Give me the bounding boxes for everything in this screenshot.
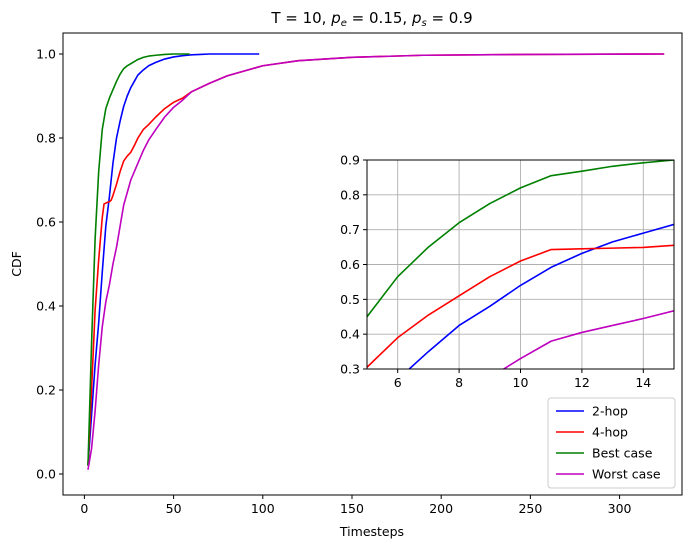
inset-y-tick-label: 0.7 — [340, 222, 360, 237]
inset-series-line-4-hop — [367, 244, 674, 368]
inset-series-line-worst-case — [502, 310, 674, 369]
inset-x-tick-label: 12 — [574, 375, 590, 390]
y-tick-label: 1.0 — [36, 47, 56, 62]
x-axis-label: Timesteps — [339, 524, 404, 539]
inset-x-tick-label: 10 — [513, 375, 529, 390]
main-ticks: 0 50 100 150 200 250 300 0.0 0.2 0.4 0.6 0.8 1.0 — [36, 47, 631, 517]
inset-y-tick-label: 0.6 — [340, 257, 360, 272]
inset-x-tick-label: 6 — [394, 375, 402, 390]
inset-y-tick-label: 0.4 — [340, 327, 360, 342]
inset-ticks: 6 8 10 12 14 0.3 0.4 0.5 0.6 0.7 0.8 0.9 — [340, 153, 651, 391]
legend-label-best-case: Best case — [592, 446, 653, 461]
main-plot-frame — [62, 32, 683, 496]
legend-items: 2-hop 4-hop Best case Worst case — [556, 404, 661, 482]
inset-series-line-2-hop — [408, 223, 674, 369]
x-tick-label: 200 — [429, 501, 453, 516]
inset-series-line-best-case — [367, 160, 674, 318]
series-line-best-case — [87, 53, 190, 466]
x-tick-label: 50 — [166, 501, 182, 516]
y-tick-label: 0.8 — [36, 131, 56, 146]
x-tick-label: 250 — [518, 501, 542, 516]
y-tick-label: 0.0 — [36, 467, 56, 482]
main-series-lines — [87, 53, 665, 470]
legend-label-4-hop: 4-hop — [592, 425, 628, 440]
x-tick-label: 0 — [80, 501, 88, 516]
y-axis-label: CDF — [9, 251, 24, 277]
inset-plot-area: 6 8 10 12 14 0.3 0.4 0.5 0.6 0.7 0.8 0.9 — [340, 153, 675, 391]
y-tick-label: 0.2 — [36, 383, 56, 398]
chart-title: T = 10, pe = 0.15, ps = 0.9 — [270, 9, 472, 29]
inset-y-tick-label: 0.9 — [340, 153, 360, 168]
series-line-2-hop — [87, 53, 260, 466]
y-tick-label: 0.6 — [36, 215, 56, 230]
legend-box — [547, 397, 676, 489]
legend-label-worst-case: Worst case — [592, 467, 661, 482]
x-tick-label: 300 — [608, 501, 632, 516]
y-tick-label: 0.4 — [36, 299, 56, 314]
inset-y-tick-label: 0.5 — [340, 292, 360, 307]
inset-x-tick-label: 8 — [455, 375, 463, 390]
inset-series-lines — [367, 160, 674, 369]
inset-plot-frame — [366, 159, 675, 370]
series-line-worst-case — [87, 53, 665, 470]
inset-y-tick-label: 0.8 — [340, 187, 360, 202]
x-tick-label: 100 — [251, 501, 275, 516]
x-tick-label: 150 — [340, 501, 364, 516]
inset-x-tick-label: 14 — [635, 375, 651, 390]
legend: 2-hop 4-hop Best case Worst case — [547, 397, 676, 489]
legend-label-2-hop: 2-hop — [592, 404, 628, 419]
inset-y-tick-label: 0.3 — [340, 362, 360, 377]
